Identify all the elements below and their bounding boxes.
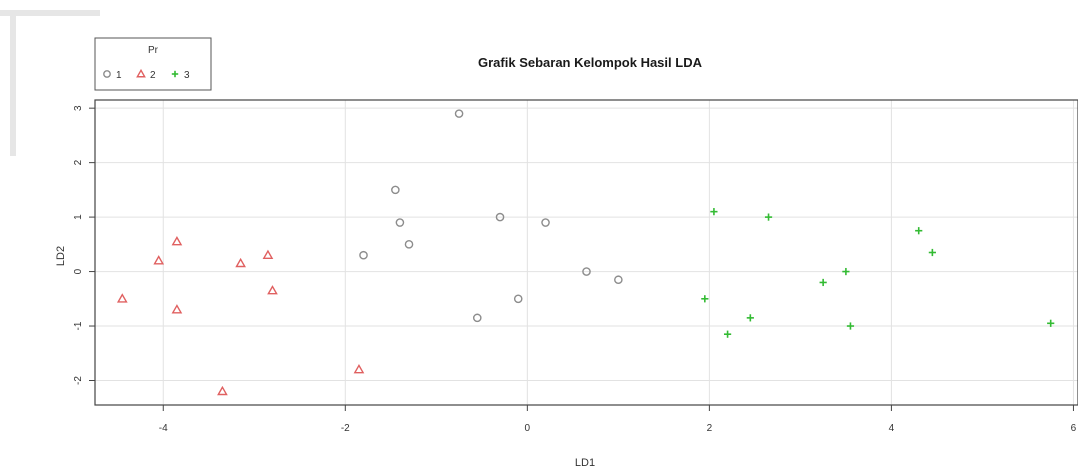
y-tick-label: -2 xyxy=(73,376,84,385)
data-point-series-3 xyxy=(846,322,855,330)
data-point-series-1 xyxy=(495,212,505,222)
data-point-series-1 xyxy=(359,250,368,260)
plot-frame xyxy=(94,99,1078,406)
data-points xyxy=(116,109,1055,396)
data-point-series-2 xyxy=(235,257,246,268)
x-tick-label: 2 xyxy=(707,423,713,434)
data-point-series-2 xyxy=(171,304,183,314)
data-point-series-3 xyxy=(1047,319,1055,327)
chart-title: Grafik Sebaran Kelompok Hasil LDA xyxy=(478,55,703,70)
corner-decoration-top xyxy=(0,10,100,16)
legend-marker-1 xyxy=(103,70,111,78)
data-point-series-3 xyxy=(842,267,850,276)
data-point-series-2 xyxy=(267,285,278,295)
data-point-series-1 xyxy=(404,240,414,249)
y-tick-label: 0 xyxy=(73,268,84,274)
data-point-series-2 xyxy=(171,236,183,246)
legend-label-3: 3 xyxy=(184,70,190,81)
data-point-series-2 xyxy=(217,385,228,396)
data-point-series-3 xyxy=(710,208,718,216)
corner-decoration-left xyxy=(10,16,16,156)
data-point-series-3 xyxy=(701,295,709,303)
data-point-series-1 xyxy=(395,218,405,227)
data-point-series-1 xyxy=(454,109,464,118)
legend-title: Pr xyxy=(148,45,159,56)
x-tick-label: 6 xyxy=(1071,423,1077,434)
data-point-series-3 xyxy=(928,248,936,257)
legend-marker-2 xyxy=(136,68,146,78)
legend-label-1: 1 xyxy=(116,70,122,81)
x-axis-label: LD1 xyxy=(575,457,595,469)
data-point-series-1 xyxy=(513,294,523,304)
x-tick-label: 0 xyxy=(525,423,531,434)
data-point-series-2 xyxy=(116,293,128,303)
data-point-series-2 xyxy=(262,249,274,260)
x-tick-label: -2 xyxy=(341,423,350,434)
y-axis-label: LD2 xyxy=(55,246,67,266)
data-point-series-2 xyxy=(153,255,165,265)
data-point-series-1 xyxy=(472,313,482,323)
data-point-series-1 xyxy=(582,267,591,276)
grid-lines xyxy=(95,100,1078,405)
x-tick-label: -4 xyxy=(159,423,168,434)
data-point-series-1 xyxy=(541,218,550,227)
data-point-series-1 xyxy=(391,185,400,195)
y-tick-label: 1 xyxy=(73,214,84,220)
y-tick-label: 3 xyxy=(73,105,84,111)
y-tick-label: -1 xyxy=(73,321,84,330)
legend-box xyxy=(94,37,212,91)
legend: Pr 1 2 3 xyxy=(94,37,212,91)
data-point-series-3 xyxy=(746,314,754,322)
data-point-series-3 xyxy=(819,278,827,287)
legend-marker-3 xyxy=(171,70,179,78)
x-tick-label: 4 xyxy=(889,423,895,434)
axes: -4 -2 0 2 4 6 -2 -1 0 1 2 3 xyxy=(73,105,1077,434)
data-point-series-3 xyxy=(723,330,732,338)
legend-label-2: 2 xyxy=(150,70,156,81)
data-point-series-2 xyxy=(353,364,365,374)
data-point-series-3 xyxy=(915,227,923,235)
data-point-series-3 xyxy=(764,213,773,221)
y-tick-label: 2 xyxy=(73,159,84,165)
data-point-series-1 xyxy=(614,275,623,285)
